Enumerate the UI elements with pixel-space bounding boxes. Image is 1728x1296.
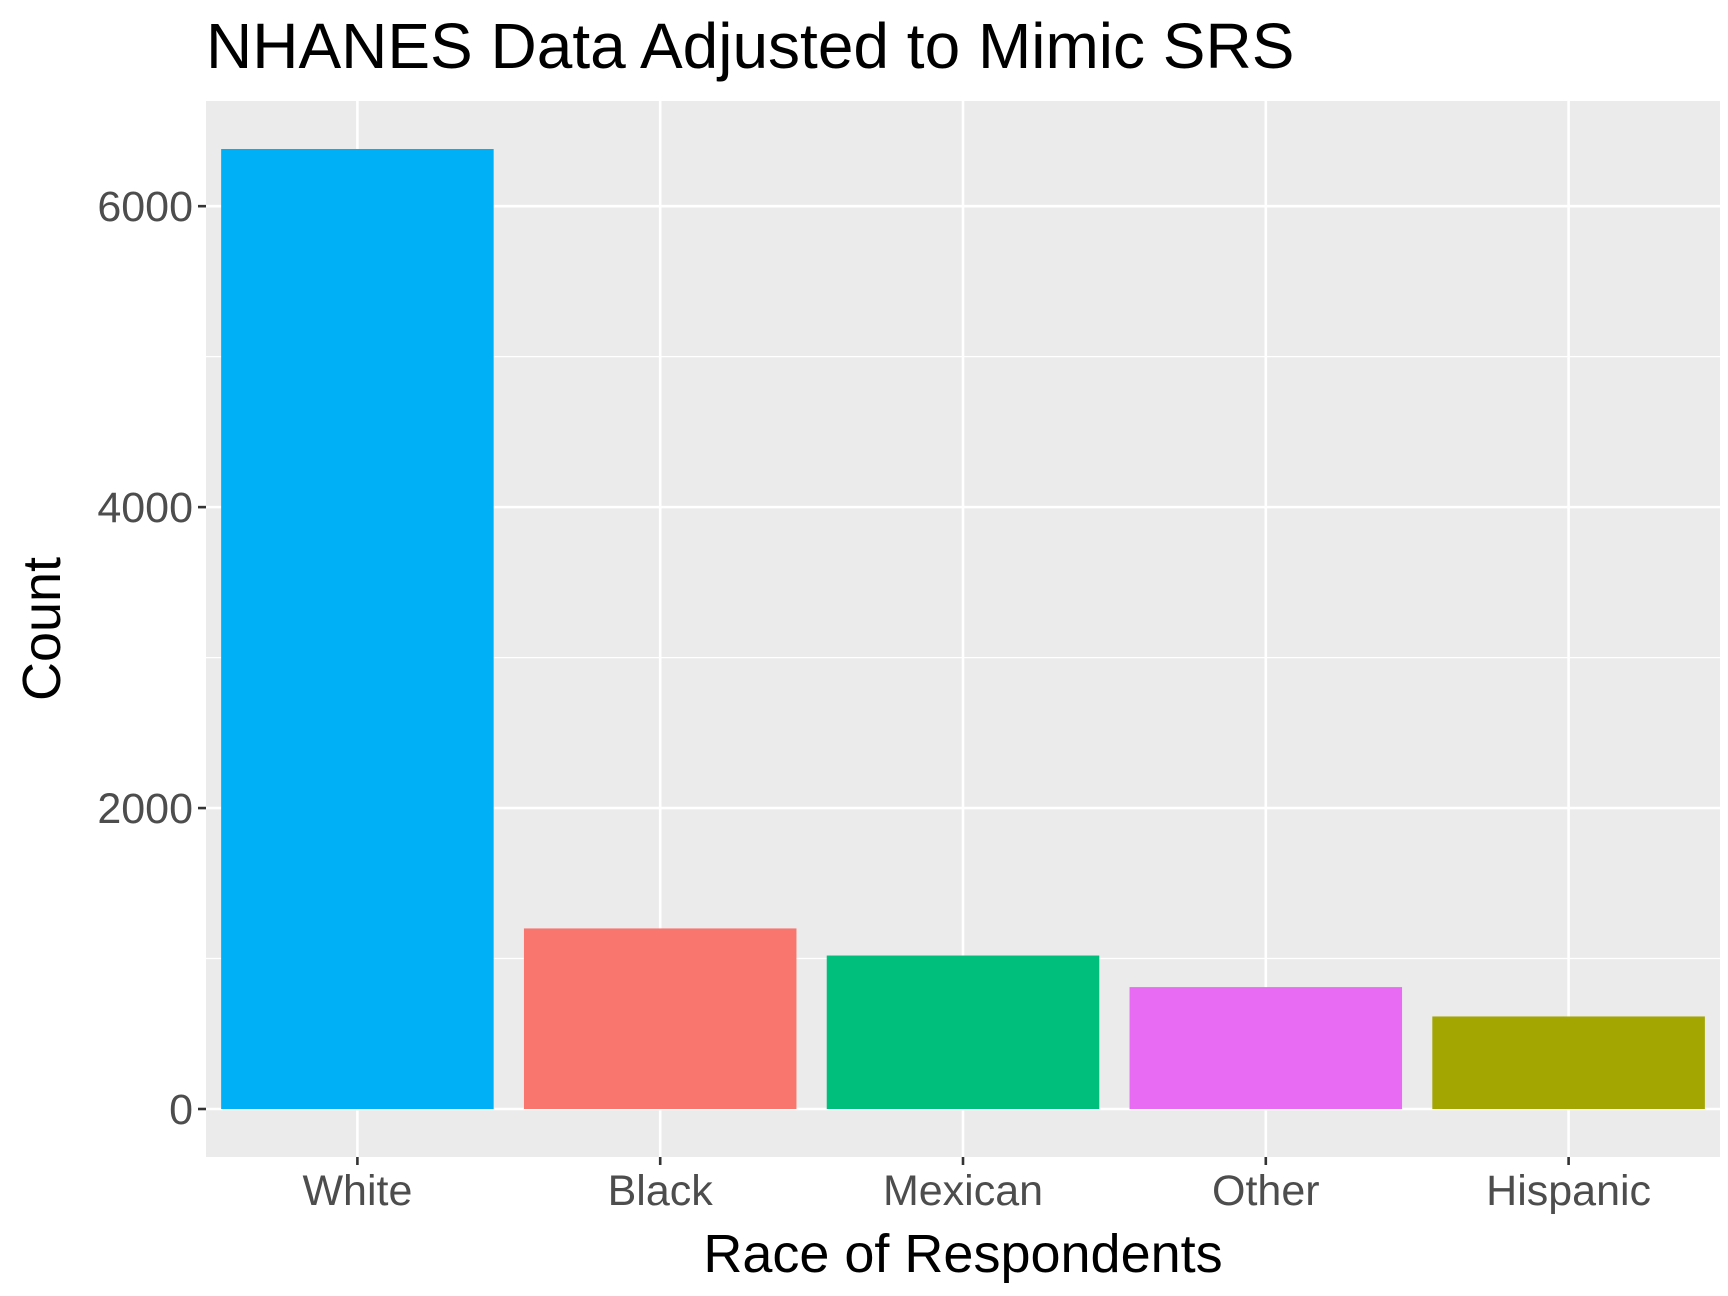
x-tick-label: Other (1212, 1167, 1320, 1215)
x-tick-label: White (302, 1167, 412, 1215)
bar-black (523, 928, 797, 1109)
chart-title: NHANES Data Adjusted to Mimic SRS (206, 10, 1294, 82)
x-tick-label: Mexican (883, 1167, 1043, 1215)
x-axis-title: Race of Respondents (703, 1224, 1222, 1284)
y-tick-label: 4000 (97, 484, 193, 532)
x-axis: White Black Mexican Other Hispanic (302, 1157, 1651, 1215)
bar-white (221, 149, 494, 1109)
x-tick-label: Hispanic (1486, 1167, 1651, 1215)
x-tick-label: Black (608, 1167, 714, 1215)
bar-mexican (826, 955, 1100, 1109)
y-axis-title: Count (12, 557, 72, 701)
y-axis: 0 2000 4000 6000 (97, 183, 206, 1134)
y-tick-label: 0 (169, 1086, 193, 1134)
bar-hispanic (1432, 1016, 1705, 1109)
bar-other (1129, 987, 1403, 1109)
bars (221, 149, 1705, 1109)
y-tick-label: 2000 (97, 785, 193, 833)
y-tick-label: 6000 (97, 183, 193, 231)
